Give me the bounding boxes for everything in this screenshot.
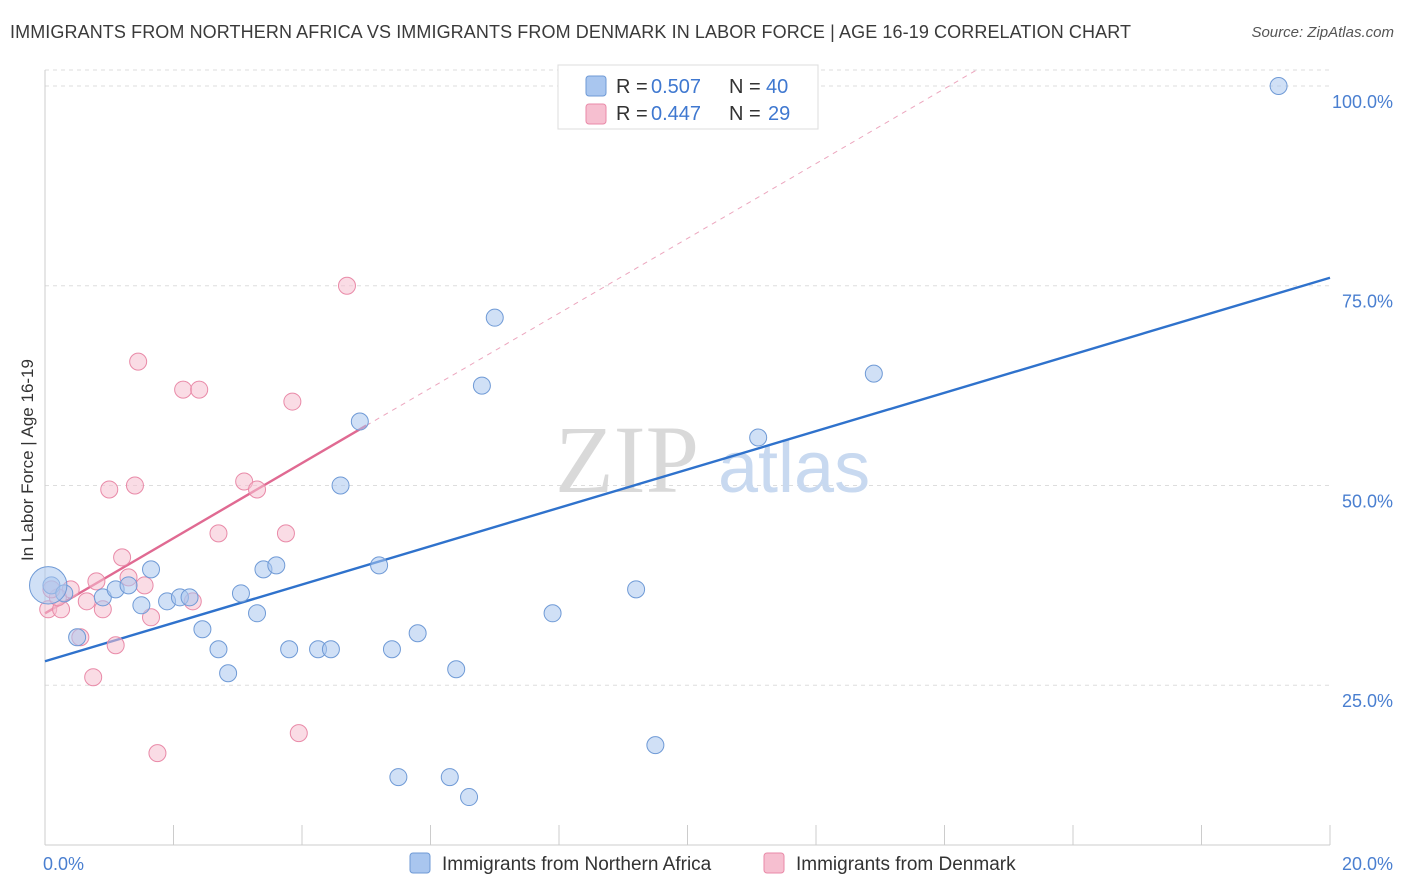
- data-point-pink: [209, 524, 228, 543]
- data-point-blue: [331, 476, 350, 495]
- legend-r-value-pink: 0.447: [651, 103, 701, 125]
- watermark: ZIP atlas: [555, 406, 870, 513]
- watermark-atlas: atlas: [718, 428, 870, 508]
- data-point-blue: [68, 628, 87, 647]
- data-point-blue: [389, 768, 408, 787]
- data-point-blue: [408, 624, 427, 643]
- data-point-pink: [174, 380, 193, 399]
- bottom-legend-label-pink: Immigrants from Denmark: [796, 854, 1016, 875]
- data-point-pink: [248, 480, 267, 499]
- data-point-blue: [864, 364, 883, 383]
- data-point-pink: [77, 592, 96, 611]
- x-tick-label-max: 20.0%: [1342, 854, 1393, 874]
- legend-n-value-blue: 40: [766, 76, 788, 98]
- data-point-blue: [485, 308, 504, 327]
- watermark-zip: ZIP: [555, 406, 699, 513]
- data-point-pink: [84, 668, 103, 687]
- data-point-blue: [472, 376, 491, 395]
- source-credit: Source: ZipAtlas.com: [1251, 24, 1394, 41]
- x-tick-label-min: 0.0%: [43, 854, 84, 874]
- legend-n-value-pink: 29: [768, 103, 790, 125]
- data-point-blue: [29, 566, 68, 605]
- data-point-pink: [337, 276, 356, 295]
- y-tick-label: 100.0%: [1332, 92, 1393, 112]
- legend-r-label-pink: R =: [616, 103, 648, 125]
- data-point-pink: [148, 744, 167, 763]
- chart-title: IMMIGRANTS FROM NORTHERN AFRICA VS IMMIG…: [10, 22, 1132, 42]
- data-point-pink: [113, 548, 132, 567]
- data-point-blue: [209, 640, 228, 659]
- axes: [44, 70, 1331, 846]
- bottom-legend: Immigrants from Northern Africa Immigran…: [409, 852, 1016, 875]
- data-point-pink: [276, 524, 295, 543]
- legend-swatch-pink: [585, 103, 607, 125]
- data-point-blue: [627, 580, 646, 599]
- bottom-legend-label-blue: Immigrants from Northern Africa: [442, 854, 712, 875]
- data-point-blue: [280, 640, 299, 659]
- data-point-pink: [100, 480, 119, 499]
- legend-r-value-blue: 0.507: [651, 76, 701, 98]
- tick-labels: 25.0% 50.0% 75.0% 100.0% 0.0% 20.0%: [43, 92, 1393, 874]
- data-point-blue: [440, 768, 459, 787]
- data-point-blue: [749, 428, 768, 447]
- y-tick-label: 50.0%: [1342, 491, 1393, 511]
- data-point-pink: [125, 476, 144, 495]
- data-point-blue: [1269, 76, 1288, 95]
- trend-line-blue: [44, 276, 1331, 663]
- data-point-blue: [180, 588, 199, 607]
- data-point-pink: [142, 608, 161, 627]
- bottom-legend-swatch-blue: [409, 852, 431, 874]
- data-point-blue: [447, 660, 466, 679]
- data-point-pink: [283, 392, 302, 411]
- legend-r-label-blue: R =: [616, 76, 648, 98]
- legend: R = 0.507 N = 40 R = 0.447 N = 29: [557, 64, 819, 130]
- data-point-blue: [321, 640, 340, 659]
- legend-n-label-blue: N =: [729, 76, 761, 98]
- legend-swatch-blue: [585, 75, 607, 97]
- data-point-blue: [370, 556, 389, 575]
- data-point-pink: [190, 380, 209, 399]
- data-point-blue: [382, 640, 401, 659]
- data-point-blue: [193, 620, 212, 639]
- data-point-blue: [646, 736, 665, 755]
- data-point-pink: [289, 724, 308, 743]
- data-point-blue: [350, 412, 369, 431]
- data-point-blue: [142, 560, 161, 579]
- data-point-blue: [119, 576, 138, 595]
- data-point-blue: [543, 604, 562, 623]
- y-tick-label: 75.0%: [1342, 292, 1393, 312]
- data-point-pink: [129, 352, 148, 371]
- data-point-pink: [87, 572, 106, 591]
- data-point-pink: [235, 472, 254, 491]
- trend-line-extension-pink: [365, 69, 977, 426]
- data-point-blue: [267, 556, 286, 575]
- data-point-pink: [106, 636, 125, 655]
- trend-lines: [44, 69, 1331, 663]
- bottom-legend-swatch-pink: [763, 852, 785, 874]
- data-point-blue: [248, 604, 267, 623]
- legend-n-label-pink: N =: [729, 103, 761, 125]
- data-point-blue: [93, 588, 112, 607]
- data-point-blue: [231, 584, 250, 603]
- data-point-blue: [219, 664, 238, 683]
- y-tick-label: 25.0%: [1342, 691, 1393, 711]
- data-point-blue: [132, 596, 151, 615]
- data-point-blue: [460, 788, 479, 807]
- data-point-pink: [135, 576, 154, 595]
